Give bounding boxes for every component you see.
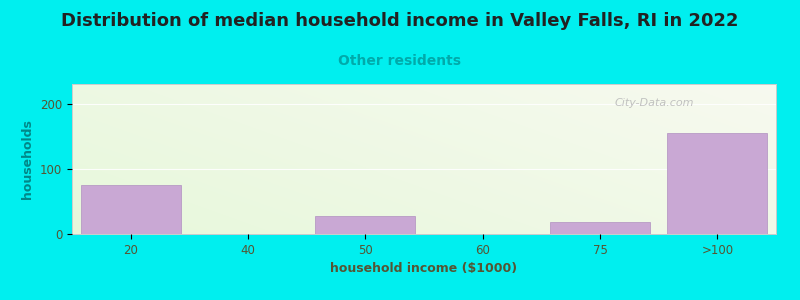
Bar: [81, 185, 181, 234]
Bar: [315, 216, 415, 234]
Y-axis label: households: households: [22, 119, 34, 199]
Bar: [667, 133, 767, 234]
Text: City-Data.com: City-Data.com: [614, 98, 694, 109]
Text: Other residents: Other residents: [338, 54, 462, 68]
Bar: [550, 222, 650, 234]
X-axis label: household income ($1000): household income ($1000): [330, 262, 518, 275]
Text: Distribution of median household income in Valley Falls, RI in 2022: Distribution of median household income …: [62, 12, 738, 30]
